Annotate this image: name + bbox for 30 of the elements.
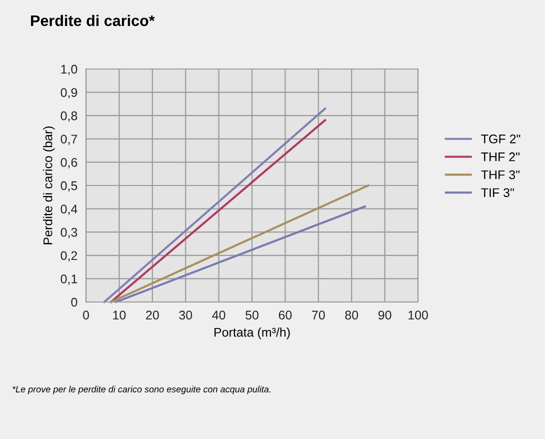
x-tick-label: 0	[83, 310, 89, 320]
x-tick-label: 40	[212, 310, 226, 320]
y-tick-label: 0,2	[60, 251, 78, 262]
y-tick-label: 0,7	[60, 134, 78, 146]
y-axis-title: Perdite di carico (bar)	[43, 126, 55, 244]
x-tick-label: 80	[345, 310, 358, 320]
x-tick-label: 100	[408, 310, 428, 320]
legend-label: TGF 2"	[481, 134, 520, 144]
legend-label: THF 2"	[481, 152, 520, 162]
x-tick-label: 10	[113, 310, 126, 320]
y-tick-label: 0,3	[60, 228, 78, 238]
x-tick-label: 70	[312, 310, 325, 320]
text: *Le prove per le perdite di carico sono eseguite con acqua pulita.	[12, 386, 270, 394]
x-tick-label: 60	[278, 310, 292, 320]
y-tick-label: 0,4	[60, 204, 78, 215]
x-tick-label: 90	[378, 310, 392, 320]
legend-label: TIF 3"	[481, 188, 514, 198]
chart-title: Perdite di carico*	[31, 14, 155, 26]
x-tick-label: 30	[179, 310, 192, 320]
y-tick-label: 0,1	[60, 274, 78, 285]
y-tick-label: 0,9	[60, 88, 78, 98]
x-tick-label: 20	[146, 310, 159, 320]
y-tick-label: 0,6	[60, 158, 78, 168]
x-tick-label: 50	[246, 310, 258, 320]
y-tick-label: 0,8	[60, 111, 78, 122]
y-tick-label: 0	[71, 298, 78, 307]
x-axis-title: Portata (m³/h)	[214, 328, 290, 340]
y-tick-label: 1,0	[61, 64, 78, 76]
legend-label: THF 3"	[481, 170, 520, 180]
y-tick-label: 0,5	[60, 181, 78, 192]
